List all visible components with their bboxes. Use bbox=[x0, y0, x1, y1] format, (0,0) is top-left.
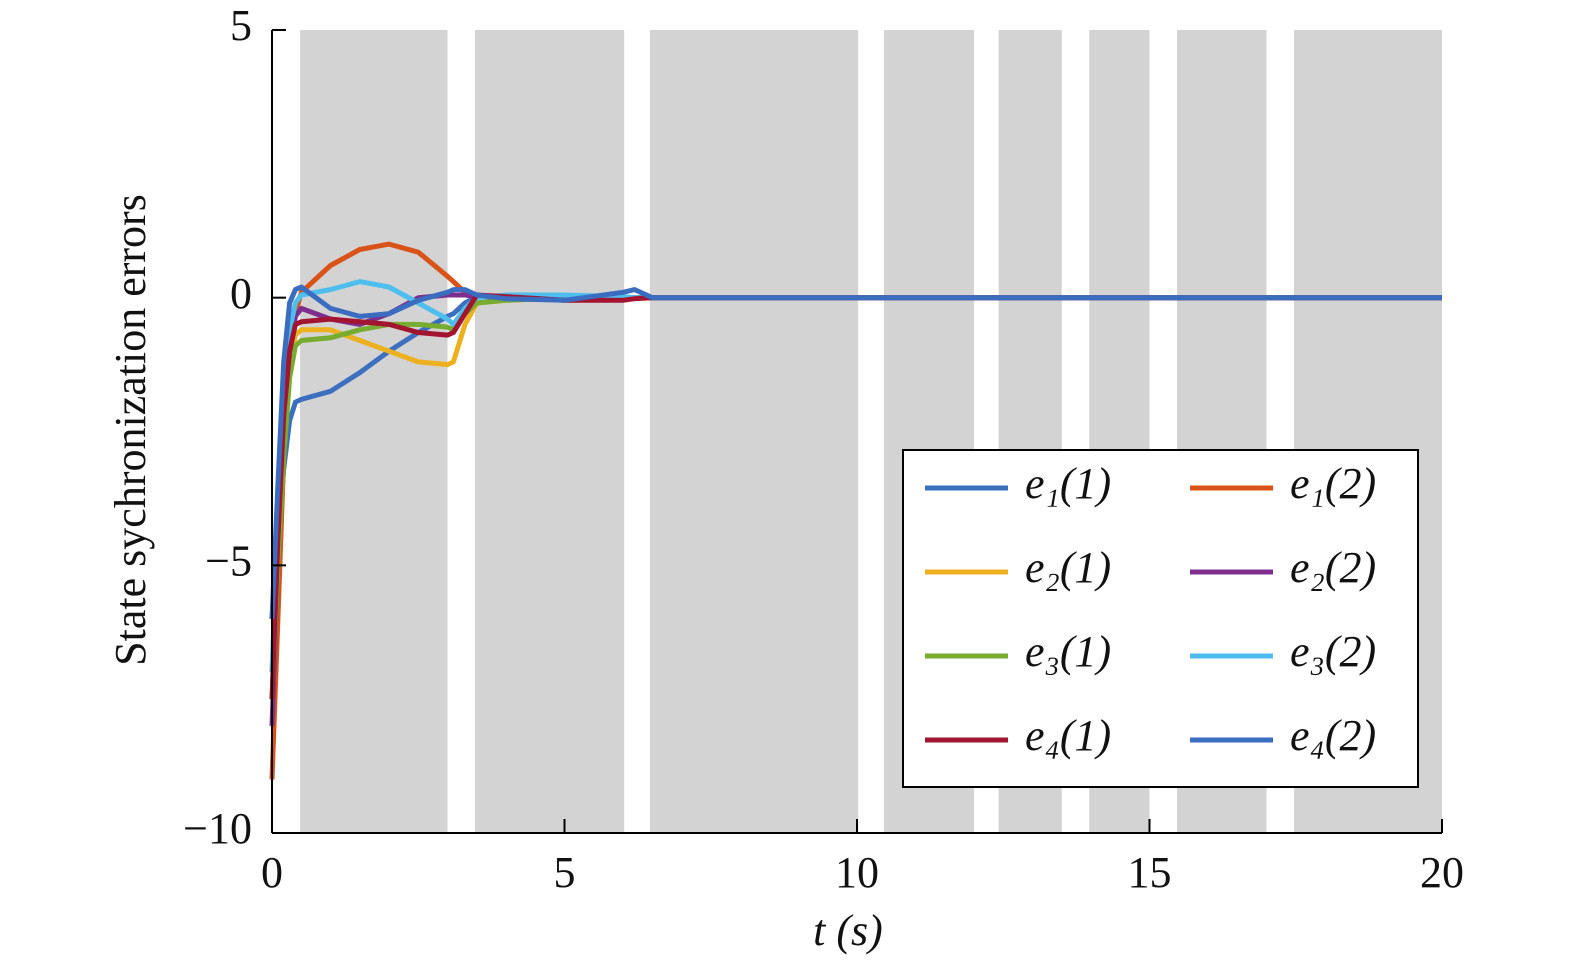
x-axis-label: t (s) bbox=[813, 906, 883, 955]
y-axis-label: State sychronization errors bbox=[106, 194, 155, 666]
legend-label: e₁(1) bbox=[1025, 459, 1111, 508]
legend-label: e₄(1) bbox=[1025, 711, 1111, 760]
y-tick-label: 0 bbox=[230, 269, 252, 318]
legend-label: e₃(1) bbox=[1025, 627, 1111, 676]
legend-label: e₄(2) bbox=[1290, 711, 1376, 760]
shaded-interval bbox=[474, 30, 625, 833]
series-line bbox=[269, 284, 1442, 620]
x-tick-label: 0 bbox=[261, 848, 283, 897]
y-tick-label: −10 bbox=[183, 804, 252, 853]
y-tick-label: −5 bbox=[205, 536, 252, 585]
shaded-interval bbox=[649, 30, 859, 833]
legend-label: e₂(1) bbox=[1025, 543, 1111, 592]
x-tick-label: 10 bbox=[835, 848, 879, 897]
legend-label: e₂(2) bbox=[1290, 543, 1376, 592]
x-tick-label: 5 bbox=[554, 848, 576, 897]
legend-label: e₃(2) bbox=[1290, 627, 1376, 676]
legend-label: e₁(2) bbox=[1290, 459, 1376, 508]
legend-box bbox=[902, 449, 1419, 788]
y-tick-label: 5 bbox=[230, 1, 252, 50]
shaded-interval bbox=[300, 30, 448, 833]
series-line bbox=[269, 292, 1442, 700]
x-tick-label: 20 bbox=[1420, 848, 1464, 897]
x-tick-label: 15 bbox=[1128, 848, 1172, 897]
legend: e₁(1) e₁(2) e₂(1) e₂(2) e₃(1) e₃(2) e₄(1) e₄(2) bbox=[902, 449, 1419, 788]
